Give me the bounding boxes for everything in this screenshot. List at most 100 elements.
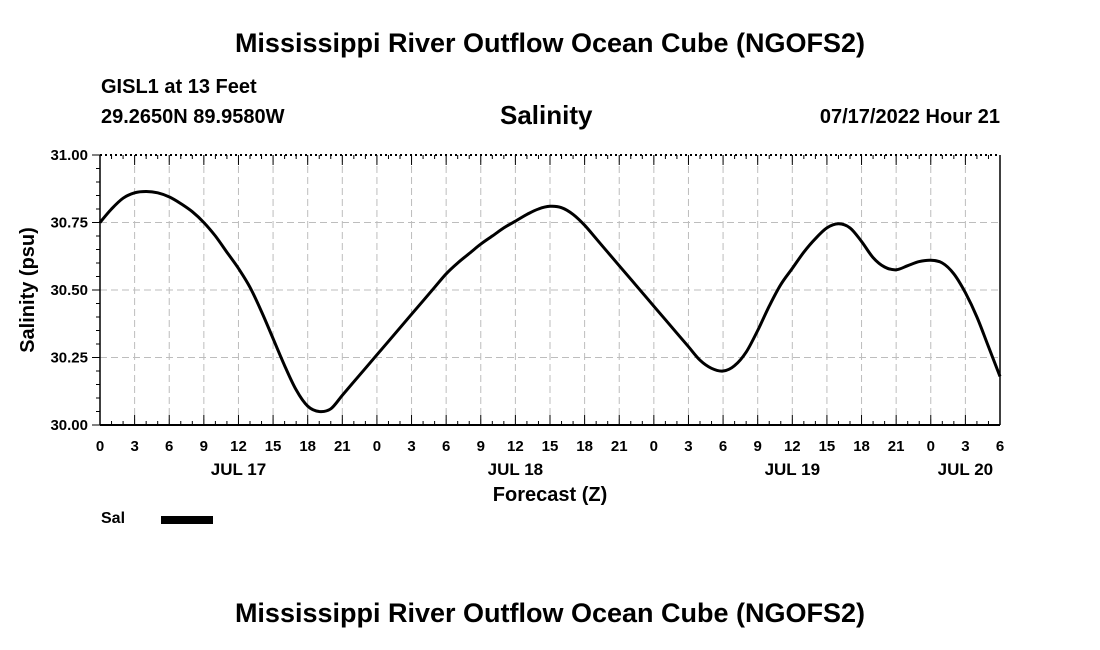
data-point xyxy=(468,253,470,255)
data-point xyxy=(503,227,505,229)
data-point xyxy=(780,284,782,286)
y-tick-label: 30.50 xyxy=(50,282,88,299)
x-tick-label: 9 xyxy=(754,438,762,455)
x-tick-label: 3 xyxy=(130,438,138,455)
data-point xyxy=(607,251,609,253)
data-point xyxy=(284,365,286,367)
data-point xyxy=(492,235,494,237)
data-point xyxy=(815,238,817,240)
data-point xyxy=(192,211,194,213)
data-point xyxy=(734,365,736,367)
data-point xyxy=(249,287,251,289)
x-tick-label: 0 xyxy=(96,438,104,455)
data-point xyxy=(365,368,367,370)
data-point xyxy=(895,269,897,271)
x-tick-label: 0 xyxy=(927,438,935,455)
data-point xyxy=(907,265,909,267)
data-point xyxy=(976,316,978,318)
data-point xyxy=(999,376,1001,378)
data-point xyxy=(122,197,124,199)
legend-label: Sal xyxy=(101,510,126,527)
data-point xyxy=(653,305,655,307)
data-point xyxy=(411,314,413,316)
data-point xyxy=(561,207,563,209)
footer-title: Mississippi River Outflow Ocean Cube (NG… xyxy=(234,598,866,628)
data-point xyxy=(99,222,101,224)
data-point xyxy=(295,389,297,391)
data-point xyxy=(388,341,390,343)
data-point xyxy=(872,257,874,259)
x-tick-label: 6 xyxy=(996,438,1004,455)
x-tick-label: 3 xyxy=(684,438,692,455)
data-point xyxy=(515,220,517,222)
x-tick-label: 21 xyxy=(611,438,628,455)
x-tick-label: 0 xyxy=(373,438,381,455)
day-label: JUL 19 xyxy=(765,460,820,479)
data-point xyxy=(307,405,309,407)
data-point xyxy=(826,227,828,229)
x-tick-label: 3 xyxy=(961,438,969,455)
x-tick-label: 6 xyxy=(442,438,450,455)
data-point xyxy=(422,300,424,302)
legend-line-swatch xyxy=(161,516,213,524)
data-point xyxy=(376,354,378,356)
x-tick-label: 15 xyxy=(265,438,282,455)
data-point xyxy=(180,203,182,205)
data-point xyxy=(111,208,113,210)
x-tick-label: 12 xyxy=(507,438,524,455)
day-label: JUL 18 xyxy=(488,460,543,479)
data-point xyxy=(595,238,597,240)
y-tick-label: 30.00 xyxy=(50,417,88,434)
parameter-title: Salinity xyxy=(500,100,593,130)
data-point xyxy=(572,214,574,216)
x-tick-label: 18 xyxy=(299,438,316,455)
data-point xyxy=(399,327,401,329)
data-point xyxy=(630,278,632,280)
y-axis-title: Salinity (psu) xyxy=(17,227,39,353)
x-tick-label: 21 xyxy=(334,438,351,455)
data-point xyxy=(965,292,967,294)
data-point xyxy=(238,268,240,270)
x-tick-label: 15 xyxy=(819,438,836,455)
x-tick-label: 3 xyxy=(407,438,415,455)
data-point xyxy=(942,262,944,264)
x-tick-label: 9 xyxy=(200,438,208,455)
data-point xyxy=(538,208,540,210)
data-point xyxy=(157,192,159,194)
data-point xyxy=(953,273,955,275)
x-tick-label: 18 xyxy=(576,438,593,455)
y-tick-label: 30.75 xyxy=(50,215,88,232)
x-tick-label: 0 xyxy=(650,438,658,455)
data-point xyxy=(930,260,932,262)
data-point xyxy=(549,206,551,208)
data-point xyxy=(688,346,690,348)
x-tick-label: 12 xyxy=(784,438,801,455)
x-tick-label: 9 xyxy=(477,438,485,455)
x-tick-label: 12 xyxy=(230,438,247,455)
x-tick-label: 15 xyxy=(542,438,559,455)
day-label: JUL 20 xyxy=(938,460,993,479)
data-point xyxy=(318,411,320,413)
data-point xyxy=(757,330,759,332)
data-point xyxy=(711,368,713,370)
data-point xyxy=(342,395,344,397)
x-tick-label: 6 xyxy=(165,438,173,455)
data-point xyxy=(861,241,863,243)
data-point xyxy=(330,408,332,410)
data-point xyxy=(353,381,355,383)
x-tick-label: 6 xyxy=(719,438,727,455)
series-line-sal xyxy=(98,190,1002,414)
data-point xyxy=(918,261,920,263)
chart-main-title: Mississippi River Outflow Ocean Cube (NG… xyxy=(234,28,866,58)
x-tick-label: 18 xyxy=(853,438,870,455)
x-axis-title: Forecast (Z) xyxy=(493,484,607,506)
data-point xyxy=(145,191,147,193)
data-point xyxy=(745,351,747,353)
data-point xyxy=(768,305,770,307)
x-tick-label: 21 xyxy=(888,438,905,455)
y-tick-label: 31.00 xyxy=(50,147,88,164)
data-point xyxy=(722,370,724,372)
data-point xyxy=(445,273,447,275)
data-point xyxy=(203,222,205,224)
data-point xyxy=(434,287,436,289)
